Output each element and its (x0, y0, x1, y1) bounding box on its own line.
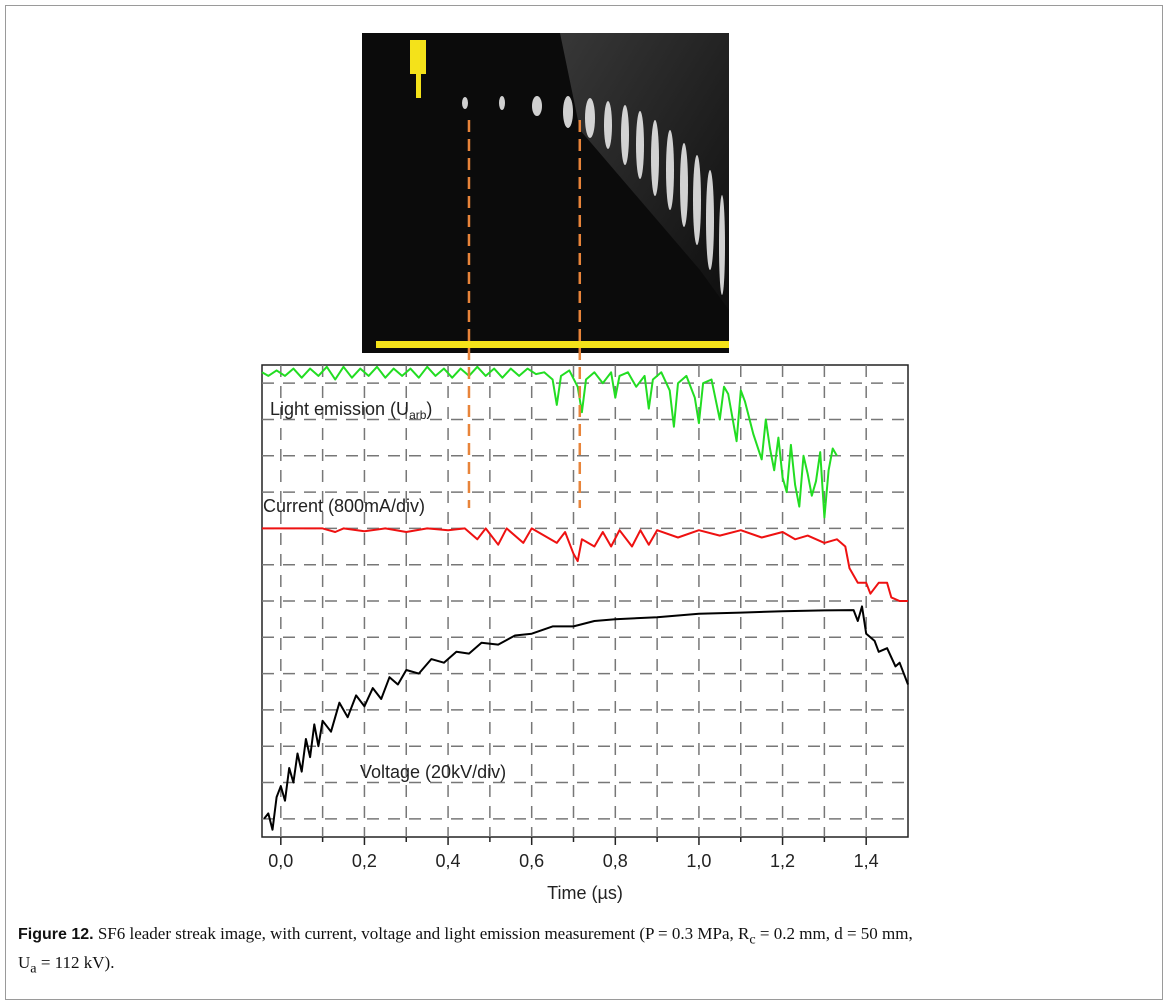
annotation-sub: arb (409, 408, 427, 422)
figure-frame (5, 5, 1163, 1000)
x-axis-label: Time (µs) (547, 883, 623, 903)
x-tick-label: 1,0 (686, 851, 711, 871)
caption-text: = 0.2 mm, d = 50 mm, (755, 924, 913, 943)
annotation-text: Voltage (20kV/div) (360, 762, 506, 782)
caption-sub: a (30, 960, 37, 977)
chart: 0,0 0,2 0,4 0,6 0,8 1,0 1,2 1,4 Light emission (… (261, 33, 909, 903)
series-line (263, 605, 909, 831)
caption-sub: c (749, 931, 756, 948)
x-tick-label: 1,2 (770, 851, 795, 871)
streak-image (362, 33, 729, 353)
x-tick-label: 1,4 (854, 851, 879, 871)
series-line (261, 365, 838, 519)
x-tick-label: 0,4 (436, 851, 461, 871)
caption-text: U (18, 953, 31, 973)
x-tick-label: 0,0 (268, 851, 293, 871)
caption-text: SF6 leader streak image, with current, v… (93, 924, 750, 943)
caption-label: Figure 12. (18, 926, 94, 943)
caption: Figure 12. SF6 leader streak image, with… (18, 922, 1148, 981)
x-tick-label: 0,2 (352, 851, 377, 871)
x-tick-label: 0,6 (519, 851, 544, 871)
x-tick-label: 0,8 (603, 851, 628, 871)
caption-text: = 112 kV). (36, 953, 115, 973)
annotation: Current (800mA/div) (263, 496, 425, 516)
annotation: Voltage (20kV/div) (360, 762, 506, 782)
annotation: Light emission (Uarb) (270, 399, 432, 422)
annotation-text: ) (426, 399, 432, 419)
annotation-text: Current (800mA/div) (263, 496, 425, 516)
annotation-text: Light emission (U (270, 399, 409, 419)
series-line (262, 527, 908, 602)
